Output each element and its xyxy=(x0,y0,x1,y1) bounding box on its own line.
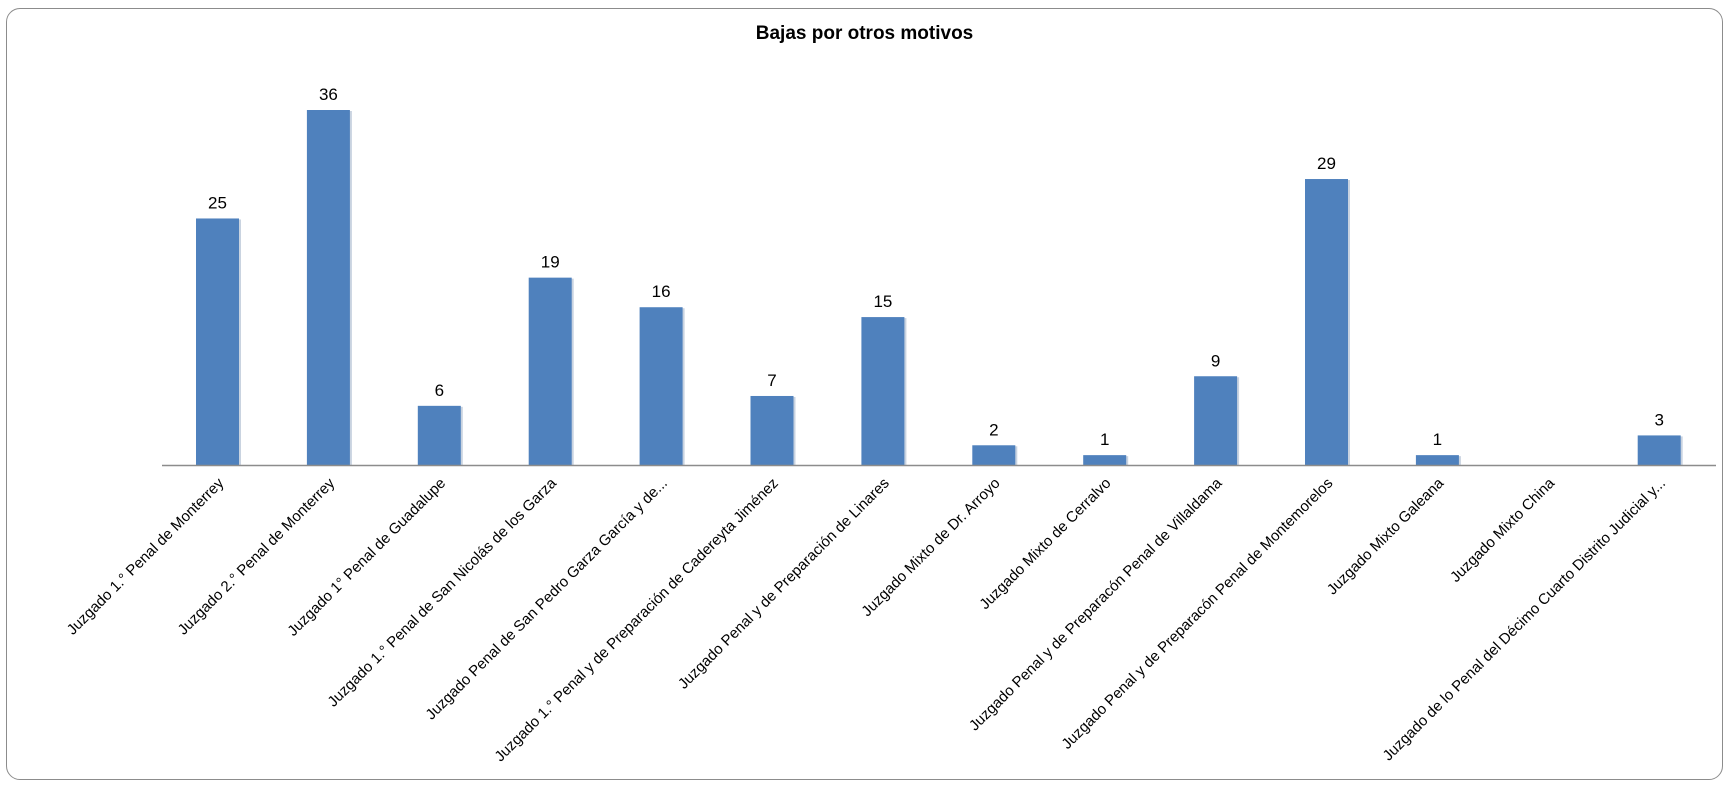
data-label: 19 xyxy=(541,253,560,272)
bar xyxy=(639,307,683,465)
bar xyxy=(972,445,1016,465)
bar xyxy=(750,395,794,465)
bar xyxy=(306,110,350,465)
category-tick-label: Juzgado Penal de San Pedro Garza García … xyxy=(422,475,670,723)
bar xyxy=(528,277,572,465)
bar xyxy=(1194,376,1238,465)
data-label: 15 xyxy=(873,292,892,311)
bar xyxy=(417,405,461,465)
data-label: 6 xyxy=(435,381,444,400)
data-label: 3 xyxy=(1654,410,1663,429)
data-label: 1 xyxy=(1100,430,1109,449)
bar xyxy=(1415,455,1459,465)
category-tick-label: Juzgado Mixto China xyxy=(1447,474,1559,586)
chart-title: Bajas por otros motivos xyxy=(755,23,974,44)
data-label: 1 xyxy=(1433,430,1442,449)
data-label: 29 xyxy=(1317,154,1336,173)
bar xyxy=(1305,179,1348,465)
category-tick-label: Juzgado Mixto de Cerralvo xyxy=(976,475,1114,613)
data-label: 16 xyxy=(652,282,671,301)
data-label: 9 xyxy=(1211,351,1220,370)
category-tick-label: Juzgado 1.° Penal de San Nicolás de los … xyxy=(324,474,560,710)
category-tick-label: Juzgado Penal y de Preparación de Linare… xyxy=(675,475,893,693)
bar xyxy=(861,317,905,465)
data-label: 36 xyxy=(319,85,338,104)
bar xyxy=(196,218,239,465)
data-label: 2 xyxy=(989,420,998,439)
category-tick-label: Juzgado Mixto Galeana xyxy=(1324,474,1448,598)
data-label: 7 xyxy=(767,371,776,390)
category-tick-label: Juzgado Penal y de Preparacón Penal de M… xyxy=(1058,475,1336,753)
bars-layer xyxy=(196,110,1683,465)
bar xyxy=(1083,455,1127,465)
data-label: 25 xyxy=(208,193,227,212)
category-tick-label: Juzgado Penal y de Preparacón Penal de V… xyxy=(966,474,1226,734)
bar xyxy=(1637,435,1681,465)
